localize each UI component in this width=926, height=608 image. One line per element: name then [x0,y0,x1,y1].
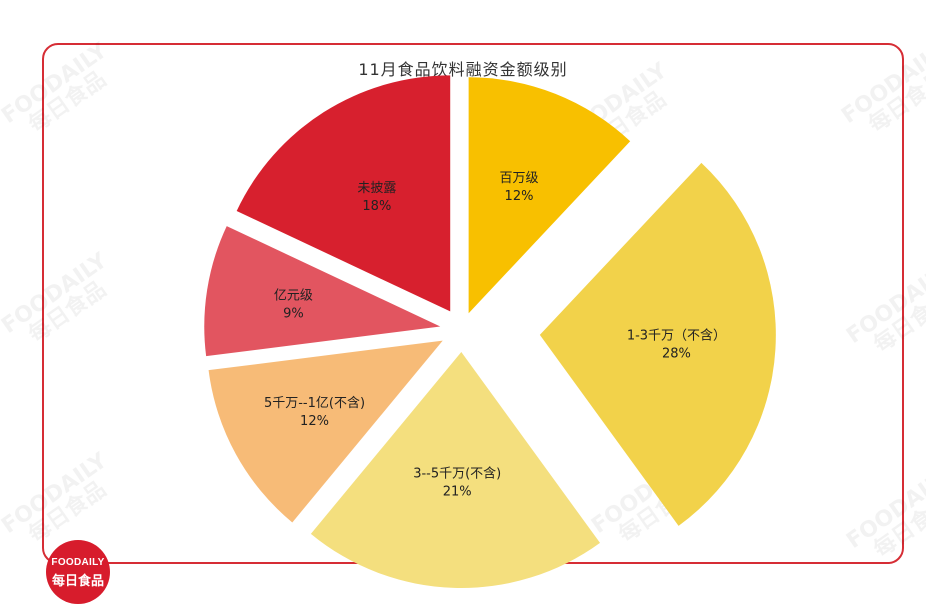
pie-slice [204,226,441,357]
chart-title: 11月食品饮料融资金额级别 [358,60,568,79]
slice-category-label: 亿元级 [274,288,313,303]
slice-category-label: 5千万--1亿(不含) [264,395,365,411]
pie-slice [236,75,451,312]
pie-slice [208,340,443,523]
pie-labels: 百万级 12% 1-3千万（不含） 28% 3--5千万(不含) 21% 5千万--1亿(不… [264,171,726,500]
slice-value-label: 28% [662,346,691,361]
slice-category-label: 3--5千万(不含) [413,466,501,482]
logo-text-en: FOODAILY [51,557,105,568]
pie-slice [468,77,631,314]
slice-value-label: 12% [505,189,534,204]
slice-category-label: 1-3千万（不含） [627,327,726,343]
slice-value-label: 9% [283,306,304,321]
slice-value-label: 21% [443,485,472,500]
foodaily-logo: FOODAILY 每日食品 [46,540,110,604]
slice-category-label: 百万级 [500,171,539,186]
slice-value-label: 18% [362,199,391,214]
pie-slice [539,162,776,526]
slice-value-label: 12% [300,414,329,429]
pie-slices [204,75,776,588]
logo-text-cn: 每日食品 [51,573,104,588]
slice-category-label: 未披露 [357,181,396,196]
pie-slice [310,351,601,588]
